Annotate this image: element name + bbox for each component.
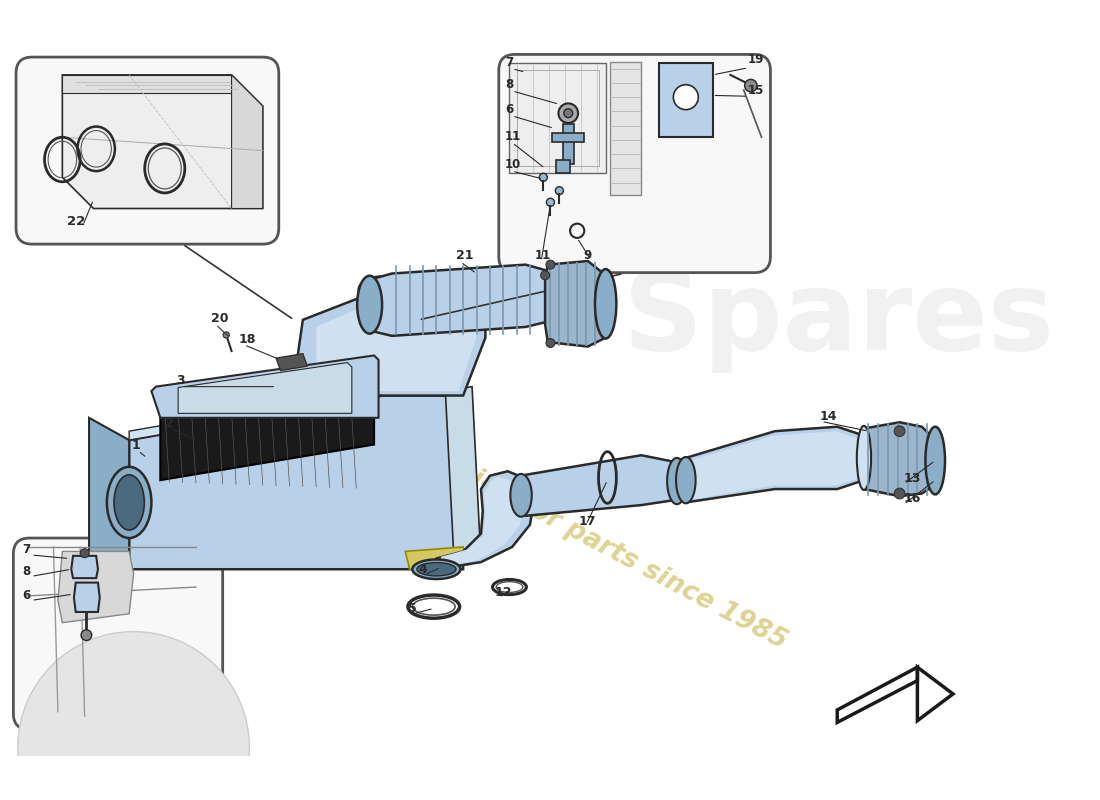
Ellipse shape <box>595 269 616 338</box>
Polygon shape <box>563 124 573 164</box>
Text: 6: 6 <box>505 103 514 116</box>
Circle shape <box>745 79 757 92</box>
Polygon shape <box>517 455 676 516</box>
Circle shape <box>673 85 698 110</box>
Circle shape <box>540 271 550 280</box>
Ellipse shape <box>857 426 871 490</box>
Text: 3: 3 <box>176 374 185 387</box>
FancyBboxPatch shape <box>498 54 770 273</box>
Text: 18: 18 <box>239 333 256 346</box>
Polygon shape <box>63 75 263 209</box>
Text: 17: 17 <box>579 514 596 528</box>
Text: 20: 20 <box>211 312 229 325</box>
Polygon shape <box>129 395 463 570</box>
Circle shape <box>546 338 554 347</box>
Text: 11: 11 <box>535 250 551 262</box>
Polygon shape <box>556 159 570 173</box>
Ellipse shape <box>18 631 250 800</box>
Polygon shape <box>446 386 481 565</box>
Ellipse shape <box>359 276 407 303</box>
Ellipse shape <box>539 174 548 182</box>
Ellipse shape <box>564 109 573 118</box>
Polygon shape <box>316 293 480 391</box>
Text: 21: 21 <box>456 250 473 262</box>
Ellipse shape <box>417 562 456 576</box>
Polygon shape <box>232 75 263 209</box>
Ellipse shape <box>412 559 461 579</box>
Ellipse shape <box>667 458 686 504</box>
Polygon shape <box>63 75 232 93</box>
Polygon shape <box>178 362 352 414</box>
Polygon shape <box>864 422 935 496</box>
Text: 9: 9 <box>583 250 592 262</box>
Text: 11: 11 <box>505 130 521 143</box>
Text: 7: 7 <box>22 543 31 556</box>
Polygon shape <box>129 386 383 440</box>
Ellipse shape <box>925 426 945 494</box>
Text: 4: 4 <box>419 562 428 576</box>
Polygon shape <box>546 261 606 346</box>
Ellipse shape <box>547 198 554 206</box>
Ellipse shape <box>107 467 152 538</box>
Text: 15: 15 <box>748 84 764 97</box>
Polygon shape <box>685 426 864 502</box>
Polygon shape <box>405 547 468 570</box>
Text: 7: 7 <box>505 56 513 69</box>
Polygon shape <box>659 63 713 138</box>
Polygon shape <box>370 265 548 336</box>
Polygon shape <box>276 354 307 370</box>
Circle shape <box>546 260 554 269</box>
Polygon shape <box>509 63 606 173</box>
Ellipse shape <box>559 103 579 123</box>
Circle shape <box>894 488 905 499</box>
Text: 8: 8 <box>22 565 31 578</box>
Text: 10: 10 <box>505 158 521 171</box>
Text: 6: 6 <box>22 589 31 602</box>
Ellipse shape <box>358 276 382 334</box>
Circle shape <box>81 630 91 641</box>
Text: 13: 13 <box>904 472 922 485</box>
Text: Spares: Spares <box>624 266 1055 374</box>
Text: 1: 1 <box>132 439 141 452</box>
Text: 16: 16 <box>904 493 922 506</box>
Polygon shape <box>58 551 133 622</box>
Polygon shape <box>89 418 129 570</box>
Polygon shape <box>152 355 378 418</box>
Circle shape <box>223 332 230 338</box>
Text: 8: 8 <box>505 78 514 91</box>
Polygon shape <box>691 431 859 500</box>
Text: 22: 22 <box>67 215 85 229</box>
Polygon shape <box>72 556 98 578</box>
FancyBboxPatch shape <box>13 538 222 730</box>
Text: 19: 19 <box>748 54 764 66</box>
Ellipse shape <box>510 474 531 517</box>
Text: 14: 14 <box>820 410 837 422</box>
Polygon shape <box>552 133 584 142</box>
Polygon shape <box>294 282 485 395</box>
Circle shape <box>894 426 905 437</box>
Ellipse shape <box>556 186 563 194</box>
Text: 5: 5 <box>408 602 417 615</box>
Circle shape <box>80 549 89 558</box>
Polygon shape <box>74 582 100 612</box>
Ellipse shape <box>676 457 695 503</box>
Polygon shape <box>437 471 535 570</box>
Text: 12: 12 <box>494 586 512 599</box>
Polygon shape <box>610 62 641 195</box>
Ellipse shape <box>114 475 144 530</box>
Polygon shape <box>161 374 374 480</box>
Polygon shape <box>441 477 524 567</box>
FancyBboxPatch shape <box>16 57 278 244</box>
Text: a passion for parts since 1985: a passion for parts since 1985 <box>383 422 791 655</box>
Text: 2: 2 <box>165 417 174 430</box>
